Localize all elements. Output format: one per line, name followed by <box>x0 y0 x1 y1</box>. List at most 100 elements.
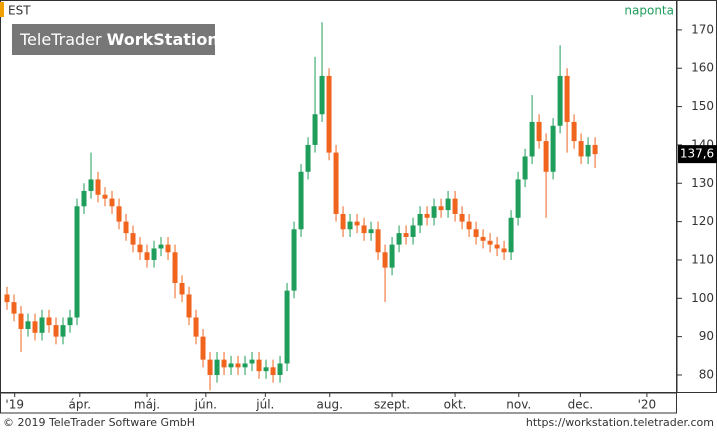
x-tick-label: szept. <box>374 398 410 412</box>
candle-body <box>214 359 220 375</box>
candle-body <box>326 75 332 153</box>
logo: TeleTrader WorkStation <box>19 30 219 49</box>
candle-body <box>410 225 416 237</box>
copyright: © 2019 TeleTrader Software GmbH <box>3 416 195 429</box>
x-tick-label: júl. <box>255 398 274 412</box>
candle-body <box>186 294 192 318</box>
logo-light: TeleTrader <box>19 30 102 49</box>
symbol-marker <box>0 2 4 17</box>
candle-body <box>102 194 108 199</box>
candle-body <box>200 336 206 360</box>
x-tick-label: ápr. <box>68 398 91 412</box>
candle-body <box>319 75 325 115</box>
candle-body <box>298 171 304 230</box>
candle-body <box>25 321 31 329</box>
candle-body <box>375 229 381 253</box>
candle-body <box>284 290 290 364</box>
candle-body <box>431 206 437 218</box>
y-tick-label: 120 <box>691 214 714 228</box>
candle-body <box>172 252 178 283</box>
candle-body <box>543 141 549 172</box>
candle-body <box>32 321 38 333</box>
candle-body <box>333 152 339 214</box>
y-tick-label: 80 <box>699 367 714 381</box>
candle-body <box>11 302 17 314</box>
candle-body <box>557 75 563 126</box>
candle-body <box>39 317 45 333</box>
candle-body <box>487 240 493 245</box>
candle-body <box>592 144 598 155</box>
candle-body <box>18 313 24 329</box>
candle-body <box>382 252 388 268</box>
interval: naponta <box>624 4 674 18</box>
candle-body <box>501 248 507 253</box>
candle-body <box>361 225 367 234</box>
candle-body <box>130 233 136 245</box>
candle-body <box>445 198 451 211</box>
x-tick-label: nov. <box>506 398 531 412</box>
y-axis-frame <box>676 0 717 393</box>
candle-body <box>522 156 528 180</box>
candle-body <box>137 244 143 253</box>
candle-body <box>494 244 500 249</box>
candle-body <box>151 248 157 260</box>
candle-body <box>67 317 73 326</box>
candle-body <box>60 325 66 337</box>
candle-body <box>270 367 276 375</box>
x-tick-label: dec. <box>568 398 593 412</box>
candle-body <box>305 144 311 172</box>
candle-body <box>389 244 395 268</box>
candle-body <box>193 317 199 337</box>
y-tick-label: 170 <box>691 22 714 36</box>
candle-body <box>571 121 577 142</box>
candle-body <box>473 229 479 237</box>
candle-body <box>242 363 248 368</box>
candle-body <box>256 359 262 372</box>
candle-body <box>550 125 556 172</box>
last-price-label: 137,6 <box>680 147 714 161</box>
candle-body <box>508 217 514 253</box>
candle-body <box>424 213 430 218</box>
candle-body <box>438 206 444 211</box>
y-tick-label: 150 <box>691 99 714 113</box>
candle-body <box>158 244 164 249</box>
candle-body <box>123 221 129 234</box>
x-tick-label: jún. <box>194 398 217 412</box>
x-tick-label: máj. <box>134 398 160 412</box>
y-tick-label: 110 <box>691 252 714 266</box>
candle-body <box>536 121 542 142</box>
candle-body <box>515 179 521 218</box>
candle-body <box>564 75 570 122</box>
logo-box <box>12 24 215 55</box>
url: https://workstation.teletrader.com <box>526 416 714 429</box>
candle-body <box>221 359 227 368</box>
candle-body <box>312 114 318 145</box>
candle-body <box>228 363 234 368</box>
candle-body <box>347 221 353 230</box>
candle-body <box>179 282 185 295</box>
candle-body <box>529 121 535 157</box>
y-tick-label: 160 <box>691 61 714 75</box>
candle-body <box>249 359 255 364</box>
candle-body <box>480 236 486 241</box>
y-tick-label: 100 <box>691 291 714 305</box>
candle-body <box>88 179 94 191</box>
candle-body <box>585 144 591 157</box>
candle-body <box>354 221 360 226</box>
candle-body <box>81 190 87 207</box>
y-tick-label: 90 <box>699 329 714 343</box>
x-tick-label: '20 <box>638 398 657 412</box>
candle-body <box>109 198 115 207</box>
candle-body <box>53 325 59 337</box>
candle-body <box>291 229 297 291</box>
candle-body <box>452 198 458 214</box>
x-tick-label: '19 <box>5 398 24 412</box>
candle-body <box>396 233 402 245</box>
candle-body <box>95 179 101 195</box>
candle-body <box>46 317 52 326</box>
candle-body <box>165 244 171 253</box>
candle-body <box>459 213 465 222</box>
x-axis-frame <box>0 392 677 414</box>
candle-body <box>277 363 283 375</box>
